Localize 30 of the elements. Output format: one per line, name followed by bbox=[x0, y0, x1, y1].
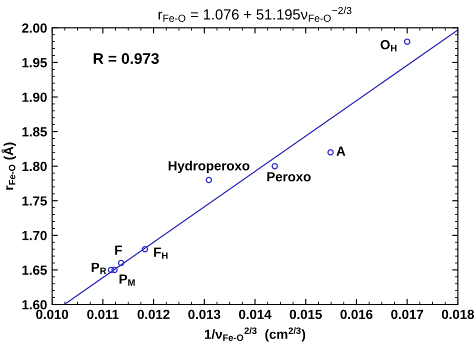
y-tick-label: 1.95 bbox=[22, 58, 47, 68]
y-tick-label: 1.85 bbox=[22, 127, 47, 136]
x-axis-title: 1/ν$_{Fe‐O}$$^{2/3}$ (cm$^{2/3}$) bbox=[204, 327, 306, 342]
x-tick-label: 0.016 bbox=[340, 310, 372, 320]
x-tick-label: 0.018 bbox=[442, 310, 474, 320]
annotation: P$_{M}$ bbox=[120, 274, 135, 286]
y-tick-label: 1.60 bbox=[22, 300, 47, 310]
x-tick-label: 0.013 bbox=[188, 310, 220, 320]
x-tick-label: 0.017 bbox=[391, 310, 424, 320]
annotation: Peroxo bbox=[267, 172, 311, 182]
annotation: A bbox=[336, 146, 346, 156]
y-axis-title: r$_{Fe‐O}$ (Å) bbox=[2, 142, 16, 190]
y-tick-label: 2.00 bbox=[22, 23, 47, 33]
annotation: F$_{H}$ bbox=[154, 248, 168, 259]
y-tick-label: 1.75 bbox=[22, 196, 47, 206]
annotation: O$_{H}$ bbox=[380, 40, 396, 52]
annotation: P$_{R}$ bbox=[92, 262, 106, 274]
annotation: F bbox=[115, 246, 122, 255]
x-tick-label: 0.014 bbox=[239, 310, 272, 320]
x-tick-label: 0.010 bbox=[36, 310, 68, 320]
y-tick-label: 1.70 bbox=[22, 230, 47, 240]
annotation: R = 0.973 bbox=[94, 53, 159, 64]
x-tick-label: 0.012 bbox=[138, 310, 170, 320]
y-tick-label: 1.80 bbox=[22, 162, 47, 172]
x-tick-label: 0.011 bbox=[87, 310, 119, 320]
annotation: Hydroperoxo bbox=[168, 160, 250, 174]
chart-title: r$_{Fe‐O}$ = 1.076 + 51.195ν$_{Fe‐O}$$^{−2/3}$ bbox=[158, 6, 352, 22]
y-tick-label: 1.65 bbox=[22, 265, 47, 275]
y-tick-label: 1.90 bbox=[22, 92, 47, 102]
x-tick-label: 0.015 bbox=[290, 310, 322, 320]
